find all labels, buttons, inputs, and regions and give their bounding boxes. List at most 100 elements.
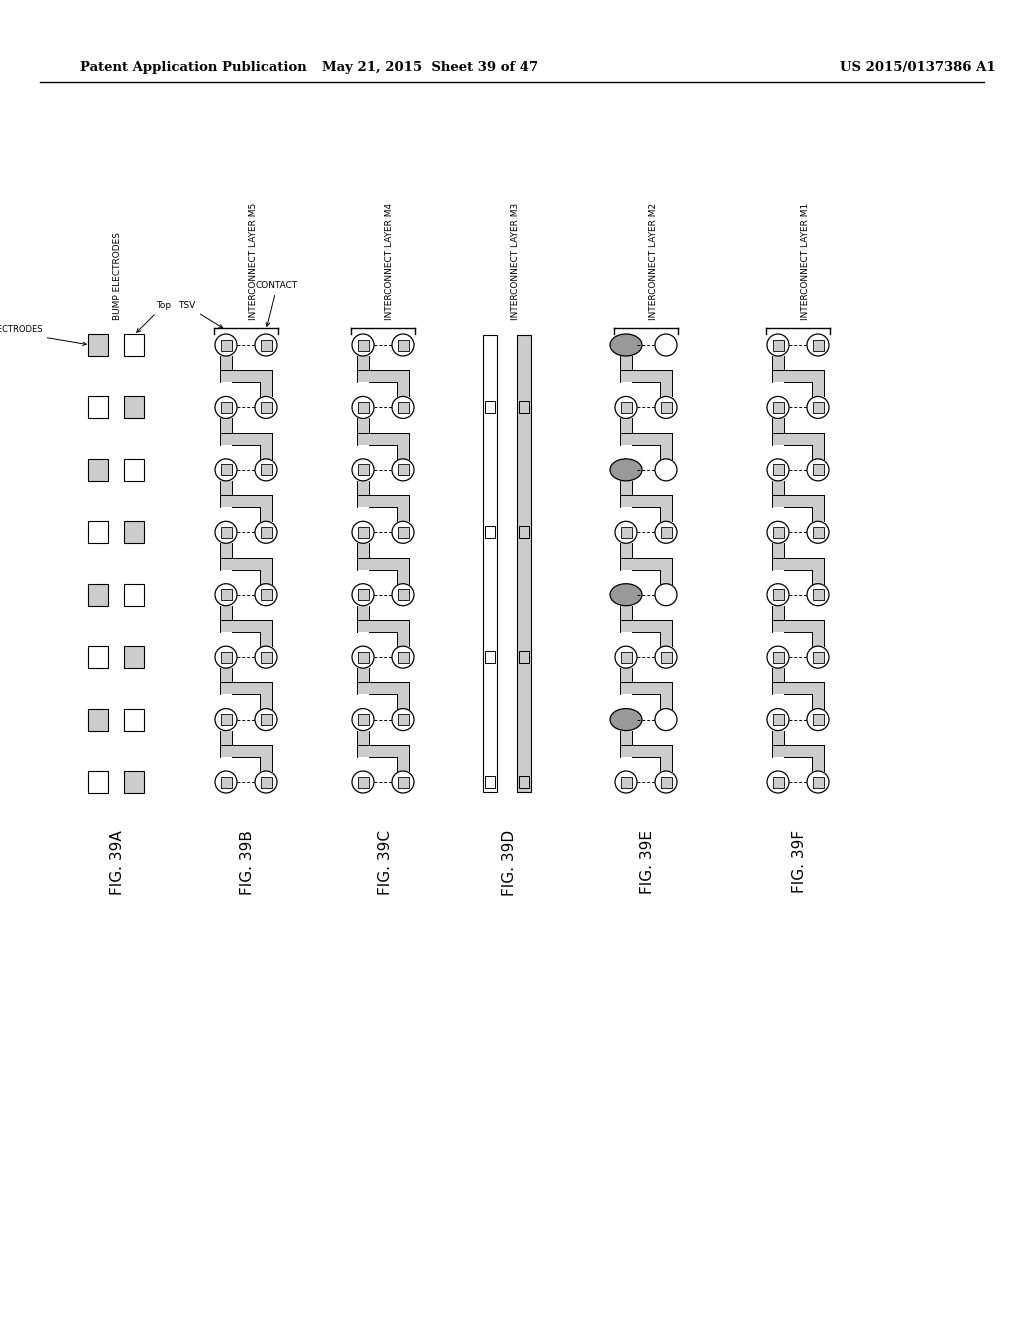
Circle shape	[807, 771, 829, 793]
Bar	[357, 418, 369, 445]
Bar	[620, 544, 632, 569]
Circle shape	[392, 771, 414, 793]
Bar	[660, 401, 672, 413]
Text: INTERCONNECT LAYER M3: INTERCONNECT LAYER M3	[511, 203, 519, 319]
Bar	[620, 606, 632, 632]
Bar	[519, 527, 529, 539]
Circle shape	[807, 334, 829, 356]
Bar	[772, 744, 824, 756]
Text: INTERCONNECT LAYER M4: INTERCONNECT LAYER M4	[385, 203, 394, 319]
Bar	[88, 459, 108, 480]
Bar	[357, 776, 369, 788]
Bar	[660, 507, 672, 521]
Bar	[88, 647, 108, 668]
Bar	[621, 776, 632, 788]
Bar	[660, 632, 672, 647]
Bar	[88, 709, 108, 730]
Bar	[357, 495, 409, 507]
Bar	[660, 527, 672, 537]
Circle shape	[215, 334, 237, 356]
Bar	[260, 632, 272, 647]
Bar	[260, 445, 272, 459]
Circle shape	[767, 709, 790, 730]
Bar	[772, 730, 784, 756]
Bar	[660, 776, 672, 788]
Text: BUMP ELECTRODES: BUMP ELECTRODES	[0, 326, 86, 346]
Circle shape	[655, 709, 677, 730]
Circle shape	[392, 583, 414, 606]
Bar	[620, 682, 672, 694]
Bar	[260, 465, 271, 475]
Bar	[124, 771, 144, 793]
Bar	[812, 445, 824, 459]
Bar	[621, 527, 632, 537]
Bar	[397, 401, 409, 413]
Bar	[772, 714, 783, 725]
Bar	[220, 606, 232, 632]
Bar	[772, 465, 783, 475]
Bar	[397, 383, 409, 396]
Bar	[772, 620, 824, 632]
Circle shape	[392, 521, 414, 544]
Bar	[812, 507, 824, 521]
Circle shape	[655, 771, 677, 793]
Bar	[517, 335, 531, 792]
Circle shape	[215, 709, 237, 730]
Text: FIG. 39F: FIG. 39F	[793, 830, 808, 894]
Bar	[124, 334, 144, 356]
Circle shape	[215, 647, 237, 668]
Bar	[620, 668, 632, 694]
Bar	[772, 370, 824, 383]
Bar	[483, 335, 497, 792]
Bar	[260, 694, 272, 709]
Circle shape	[352, 583, 374, 606]
Circle shape	[655, 647, 677, 668]
Bar	[357, 668, 369, 694]
Bar	[357, 433, 409, 445]
Circle shape	[352, 709, 374, 730]
Circle shape	[392, 647, 414, 668]
Circle shape	[352, 521, 374, 544]
Bar	[812, 714, 823, 725]
Circle shape	[655, 334, 677, 356]
Bar	[485, 401, 495, 413]
Bar	[397, 756, 409, 771]
Bar	[220, 433, 272, 445]
Bar	[260, 776, 271, 788]
Circle shape	[807, 521, 829, 544]
Circle shape	[352, 647, 374, 668]
Bar	[357, 544, 369, 569]
Text: INTERCONNECT LAYER M2: INTERCONNECT LAYER M2	[648, 203, 657, 319]
Bar	[260, 339, 271, 351]
Bar	[260, 383, 272, 396]
Bar	[220, 465, 231, 475]
Bar	[357, 682, 409, 694]
Bar	[260, 652, 271, 663]
Bar	[124, 583, 144, 606]
Bar	[220, 495, 272, 507]
Bar	[357, 527, 369, 537]
Bar	[485, 776, 495, 788]
Bar	[357, 589, 369, 601]
Circle shape	[255, 583, 278, 606]
Circle shape	[615, 521, 637, 544]
Bar	[519, 776, 529, 788]
Bar	[812, 632, 824, 647]
Circle shape	[392, 459, 414, 480]
Circle shape	[215, 583, 237, 606]
Text: FIG. 39D: FIG. 39D	[503, 830, 517, 896]
Bar	[220, 776, 231, 788]
Circle shape	[767, 647, 790, 668]
Bar	[357, 401, 369, 413]
Text: BUMP ELECTRODES: BUMP ELECTRODES	[114, 232, 123, 319]
Bar	[220, 480, 232, 507]
Bar	[260, 756, 272, 771]
Bar	[620, 730, 632, 756]
Bar	[812, 339, 823, 351]
Bar	[772, 589, 783, 601]
Bar	[772, 776, 783, 788]
Circle shape	[352, 771, 374, 793]
Bar	[620, 620, 672, 632]
Bar	[660, 756, 672, 771]
Bar	[772, 433, 824, 445]
